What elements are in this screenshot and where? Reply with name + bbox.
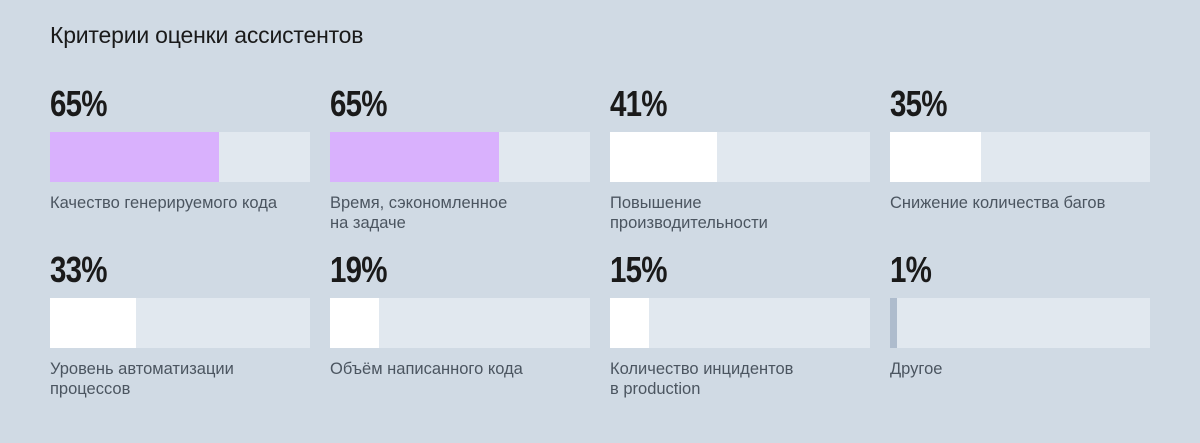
bar-track xyxy=(330,132,590,182)
bar-fill xyxy=(330,132,499,182)
bar-track xyxy=(50,298,310,348)
bar-fill xyxy=(610,298,649,348)
percent-value: 15% xyxy=(610,249,667,290)
bar-track xyxy=(50,132,310,182)
percent-value: 1% xyxy=(890,249,932,290)
bar-fill xyxy=(890,298,897,348)
bar-fill xyxy=(330,298,380,348)
criterion-card: 19% Объём написанного кода xyxy=(330,252,590,379)
criterion-card: 15% Количество инцидентов в production xyxy=(610,252,870,399)
percent-value: 35% xyxy=(890,83,947,124)
criterion-label: Уровень автоматизации процессов xyxy=(50,360,234,398)
bar-track xyxy=(610,132,870,182)
percent-value: 65% xyxy=(330,83,387,124)
bar-fill xyxy=(50,132,219,182)
bar-fill xyxy=(50,298,136,348)
criterion-card: 41% Повышение производительности xyxy=(610,86,870,233)
criterion-card: 35% Снижение количества багов xyxy=(890,86,1150,213)
criterion-label: Количество инцидентов в production xyxy=(610,360,794,398)
bar-fill xyxy=(610,132,717,182)
criterion-card: 33% Уровень автоматизации процессов xyxy=(50,252,310,399)
bar-track xyxy=(890,132,1150,182)
bar-track xyxy=(610,298,870,348)
percent-value: 33% xyxy=(50,249,107,290)
chart-title: Критерии оценки ассистентов xyxy=(50,22,364,48)
percent-value: 19% xyxy=(330,249,387,290)
percent-value: 41% xyxy=(610,83,667,124)
criterion-card: 1% Другое xyxy=(890,252,1150,379)
criterion-card: 65% Качество генерируемого кода xyxy=(50,86,310,213)
criterion-label: Качество генерируемого кода xyxy=(50,194,278,212)
percent-value: 65% xyxy=(50,83,107,124)
criterion-label: Объём написанного кода xyxy=(330,360,523,378)
criterion-label: Повышение производительности xyxy=(610,194,768,232)
bar-fill xyxy=(890,132,981,182)
criterion-label: Снижение количества багов xyxy=(890,194,1106,212)
bar-track xyxy=(890,298,1150,348)
criterion-label: Другое xyxy=(890,360,943,378)
criterion-card: 65% Время, сэкономленное на задаче xyxy=(330,86,590,233)
criterion-label: Время, сэкономленное на задаче xyxy=(330,194,508,232)
bar-track xyxy=(330,298,590,348)
